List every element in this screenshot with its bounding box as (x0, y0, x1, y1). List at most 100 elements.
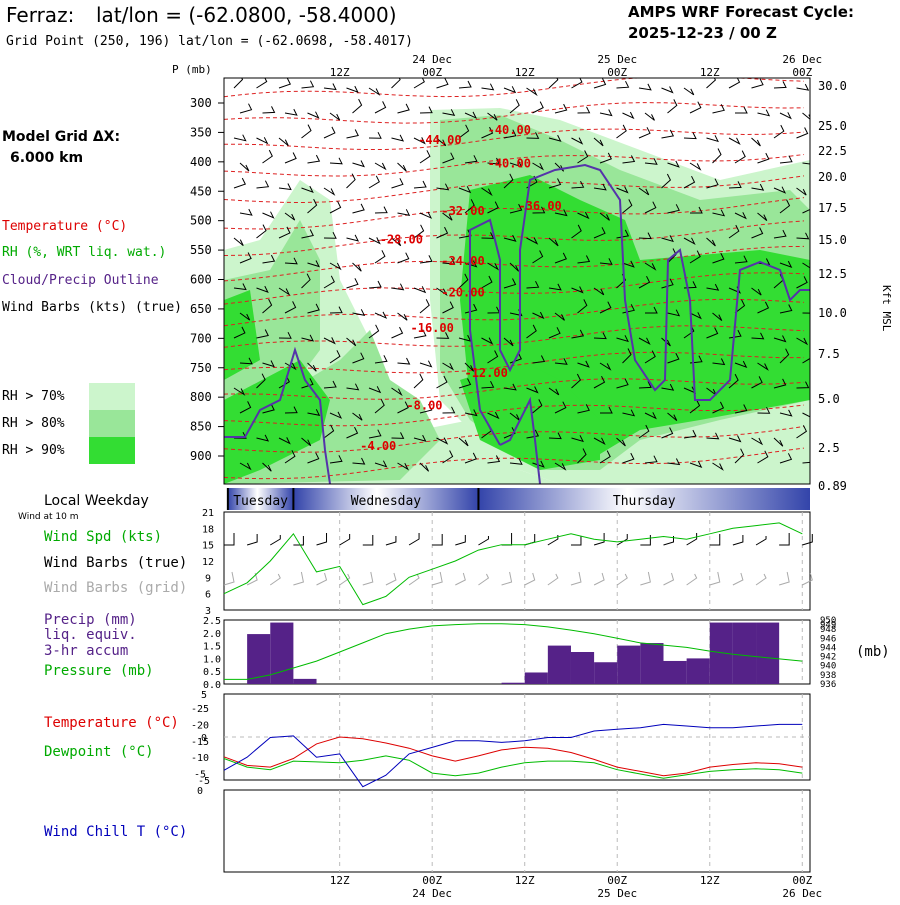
wind-barb (548, 387, 560, 396)
wind-barb (323, 337, 336, 345)
wind-barb (734, 255, 748, 264)
temperature-contour-label: -36.00 (518, 199, 561, 213)
wind-barb (413, 137, 426, 145)
wind-barb (779, 409, 793, 417)
wind-chill-line (223, 723, 803, 788)
wind-barb (757, 152, 770, 164)
temp-dewpoint-panel: Temperature (°C) Dewpoint (°C) 5 0 -5 (44, 690, 811, 787)
bottom-tick-label: 12Z (330, 874, 350, 887)
pressure-tick-label: 850 (190, 420, 212, 434)
wind-barb (352, 309, 366, 316)
wind-speed-label: Wind Spd (kts) (44, 529, 162, 545)
wind-barb (571, 78, 583, 89)
wind-chill-grid (339, 790, 803, 872)
wind-barb (593, 137, 604, 147)
wind-barb (548, 134, 562, 142)
height-tick-label: 20.0 (818, 170, 847, 184)
wind-speed-grid (339, 512, 803, 610)
wind-barb (661, 383, 675, 391)
wind-barb (616, 378, 629, 389)
wind-barb (773, 81, 787, 89)
wind-barb (233, 283, 247, 291)
surface-wind-barb (616, 534, 628, 546)
wind-barb (599, 450, 611, 464)
surface-wind-barb (686, 533, 698, 546)
wind-barb (233, 177, 247, 189)
wind-barb (773, 378, 787, 389)
wind-barb (571, 224, 582, 239)
wind-barb (593, 287, 605, 296)
grid-wind-barb (802, 572, 813, 586)
wind-barb (262, 211, 275, 219)
surface-wind-barb (478, 536, 489, 546)
bottom-tick-label: 00Z (792, 874, 812, 887)
weekday-title: Local Weekday (44, 493, 149, 509)
wind-barb (464, 199, 475, 214)
wind-barb (712, 148, 722, 164)
wind-barb (802, 350, 810, 364)
wind-barb (577, 255, 591, 264)
wind-barb (526, 237, 539, 245)
wind-chill-panel: Wind Chill T (°C) 0-5-10-15-20-25 (44, 704, 811, 873)
wind-barb (262, 462, 272, 472)
wind-barb (481, 337, 494, 345)
wind-barb (526, 386, 539, 394)
wind-barb (689, 101, 702, 114)
wind-barb (503, 337, 514, 347)
wind-barb (323, 231, 337, 239)
pressure-tick-label: 938 (820, 671, 836, 681)
wind-barb (577, 448, 587, 464)
wind-barb (689, 399, 701, 414)
wind-barb (233, 134, 247, 142)
wind-barb (751, 227, 764, 239)
wind-barb (419, 106, 433, 114)
weekday-label: Tuesday (233, 494, 288, 509)
wind-barb (728, 224, 740, 239)
wind-barb (593, 183, 607, 191)
temp-tick-label: 0 (201, 733, 207, 744)
wind-barb (734, 299, 746, 314)
precip-bar (709, 622, 733, 684)
height-tick-label: 5.0 (818, 392, 840, 406)
wind-barb (638, 187, 650, 196)
wind-barb (622, 111, 635, 120)
pressure-tick-label: 946 (820, 634, 836, 644)
wind-barb (487, 112, 498, 121)
surface-wind-barb (339, 534, 351, 546)
surface-wind-barb (385, 536, 397, 546)
wind-barb (526, 429, 540, 439)
wind-barb (751, 437, 764, 446)
wind-barb (397, 252, 410, 264)
wind-barb (278, 287, 291, 296)
temperature-contour-label: -28.00 (380, 233, 423, 247)
wind-barb (577, 150, 589, 164)
wind-barb (712, 462, 724, 471)
rh90-region-mid (460, 360, 600, 470)
surface-wind-barb (802, 534, 813, 546)
wind-barb (419, 403, 433, 414)
wind-barb (728, 137, 741, 146)
wind-barb (481, 232, 495, 239)
wind-barb (661, 173, 672, 189)
wind-speed-panel: Wind Spd (kts) Wind Barbs (true) Wind Ba… (44, 508, 813, 617)
wind-barb (599, 301, 612, 314)
wind-barb (368, 87, 381, 96)
wind-barb (329, 411, 343, 419)
wind-barb (728, 181, 742, 189)
wind-barb (616, 335, 629, 343)
wind-barb (689, 250, 701, 264)
pressure-tick-label: 400 (190, 155, 212, 169)
wind-barb (554, 401, 567, 414)
surface-wind-barb (316, 533, 328, 546)
wind-barb (554, 209, 568, 217)
wind-barb (352, 352, 365, 364)
wind-barb (284, 257, 298, 265)
wind-speed-axis: 3 6 9 12 15 18 21 (202, 508, 214, 617)
grid-point: Grid Point (250, 196) lat/lon = (-62.069… (6, 34, 413, 49)
wind-tick-label: 15 (202, 541, 214, 552)
precip-bar (570, 652, 595, 684)
height-tick-label: 15.0 (818, 233, 847, 247)
wind-barb (301, 229, 314, 239)
wind-barb (712, 312, 723, 321)
temperature-contour-label: -40.00 (488, 123, 531, 137)
